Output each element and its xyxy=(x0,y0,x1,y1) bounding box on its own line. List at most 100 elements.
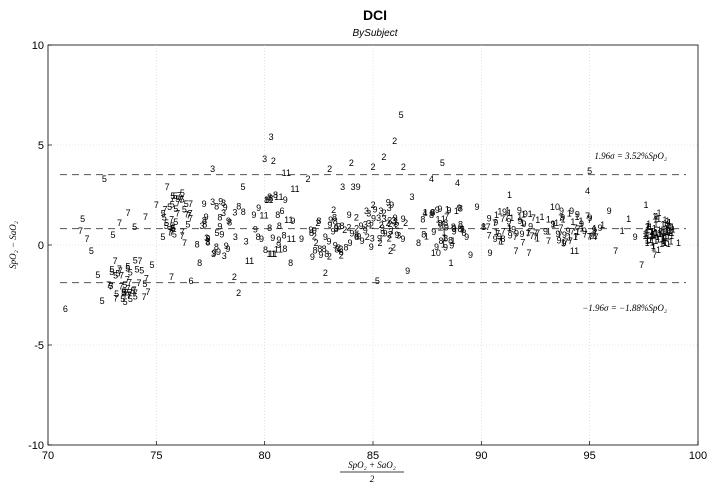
data-point: 1 xyxy=(497,206,502,216)
data-point: 5 xyxy=(139,265,144,275)
data-point: 2 xyxy=(327,164,332,174)
data-point: 8 xyxy=(241,207,246,217)
data-point: 9 xyxy=(358,221,363,231)
data-point: 1 xyxy=(648,222,653,232)
data-point: 8 xyxy=(354,232,359,242)
data-point: 7 xyxy=(613,246,618,256)
data-point: 9 xyxy=(523,209,528,219)
data-point: 7 xyxy=(587,232,592,242)
data-point: 1 xyxy=(593,231,598,241)
data-point: 5 xyxy=(142,279,147,289)
data-point: 7 xyxy=(513,232,518,242)
data-point: 7 xyxy=(127,290,132,300)
data-point: 5 xyxy=(80,214,85,224)
data-point: 5 xyxy=(128,267,133,277)
data-point: 2 xyxy=(271,156,276,166)
data-point: 9 xyxy=(446,206,451,216)
data-point: 9 xyxy=(521,219,526,229)
data-point: 9 xyxy=(582,226,587,236)
data-point: 1 xyxy=(600,220,605,230)
data-point: 5 xyxy=(170,199,175,209)
data-point: 7 xyxy=(175,208,180,218)
data-point: 2 xyxy=(305,174,310,184)
data-point: 2 xyxy=(354,224,359,234)
data-point: 2 xyxy=(323,268,328,278)
data-point: 3 xyxy=(364,206,369,216)
data-point: 9 xyxy=(333,240,338,250)
data-point: 7 xyxy=(530,231,535,241)
data-point: 1 xyxy=(658,229,663,239)
data-point: 2 xyxy=(381,152,386,162)
data-point: 1 xyxy=(649,227,654,237)
data-point: 7 xyxy=(117,264,122,274)
data-point: 9 xyxy=(443,242,448,252)
data-point: 5 xyxy=(125,264,130,274)
data-point: 1 xyxy=(642,231,647,241)
data-point: 9 xyxy=(555,229,560,239)
data-point: 5 xyxy=(175,194,180,204)
data-point: 7 xyxy=(652,250,657,260)
data-point: 5 xyxy=(102,174,107,184)
data-point: 9 xyxy=(224,241,229,251)
data-point: 9 xyxy=(308,225,313,235)
data-point: 2 xyxy=(387,233,392,243)
data-point: 1 xyxy=(645,238,650,248)
data-point: 7 xyxy=(126,290,131,300)
data-point: 1 xyxy=(539,212,544,222)
data-point: 9 xyxy=(386,198,391,208)
data-point: 5 xyxy=(120,294,125,304)
data-point: 7 xyxy=(546,236,551,246)
data-point: 8 xyxy=(334,224,339,234)
data-point: 7 xyxy=(180,227,185,237)
data-point: 7 xyxy=(559,223,564,233)
data-point: 5 xyxy=(170,191,175,201)
data-point: 1 xyxy=(651,241,656,251)
data-point: 9 xyxy=(283,195,288,205)
data-point: 9 xyxy=(502,207,507,217)
data-point: 8 xyxy=(334,245,339,255)
data-point: 2 xyxy=(338,244,343,254)
data-point: 3 xyxy=(269,132,274,142)
data-point: 3 xyxy=(340,182,345,192)
data-point: 5 xyxy=(121,287,126,297)
data-point: 3 xyxy=(381,214,386,224)
data-point: 8 xyxy=(267,223,272,233)
data-point: 7 xyxy=(136,278,141,288)
data-point: 9 xyxy=(394,230,399,240)
data-point: 5 xyxy=(170,221,175,231)
data-point: 8 xyxy=(461,228,466,238)
data-point: 1 xyxy=(505,205,510,215)
data-point: 9 xyxy=(256,203,261,213)
data-point: 9 xyxy=(290,216,295,226)
data-point: 2 xyxy=(403,218,408,228)
data-point: 5 xyxy=(122,280,127,290)
data-point: 8 xyxy=(268,194,273,204)
data-point: 7 xyxy=(444,212,449,222)
data-point: 9 xyxy=(356,231,361,241)
data-point: 9 xyxy=(511,225,516,235)
data-point: 11 xyxy=(266,249,275,259)
data-point: 1 xyxy=(494,210,499,220)
data-point: 1 xyxy=(546,215,551,225)
data-point: 1 xyxy=(666,231,671,241)
data-point: 9 xyxy=(607,206,612,216)
data-point: 3 xyxy=(387,203,392,213)
data-point: 9 xyxy=(514,228,519,238)
data-point: 7 xyxy=(154,200,159,210)
data-point: 9 xyxy=(349,229,354,239)
data-point: 9 xyxy=(520,229,525,239)
data-point: 1 xyxy=(659,227,664,237)
data-point: 7 xyxy=(126,208,131,218)
data-point: 5 xyxy=(171,223,176,233)
data-point: 1 xyxy=(454,206,459,216)
data-point: 3 xyxy=(232,208,237,218)
data-point: 9 xyxy=(474,202,479,212)
data-point: 9 xyxy=(360,236,365,246)
data-point: 9 xyxy=(528,221,533,231)
x-tick-label: 85 xyxy=(367,450,379,462)
data-point: 11 xyxy=(245,256,254,266)
data-point: 7 xyxy=(177,190,182,200)
data-point: 2 xyxy=(387,230,392,240)
data-point: 7 xyxy=(563,237,568,247)
data-point: 1 xyxy=(554,218,559,228)
